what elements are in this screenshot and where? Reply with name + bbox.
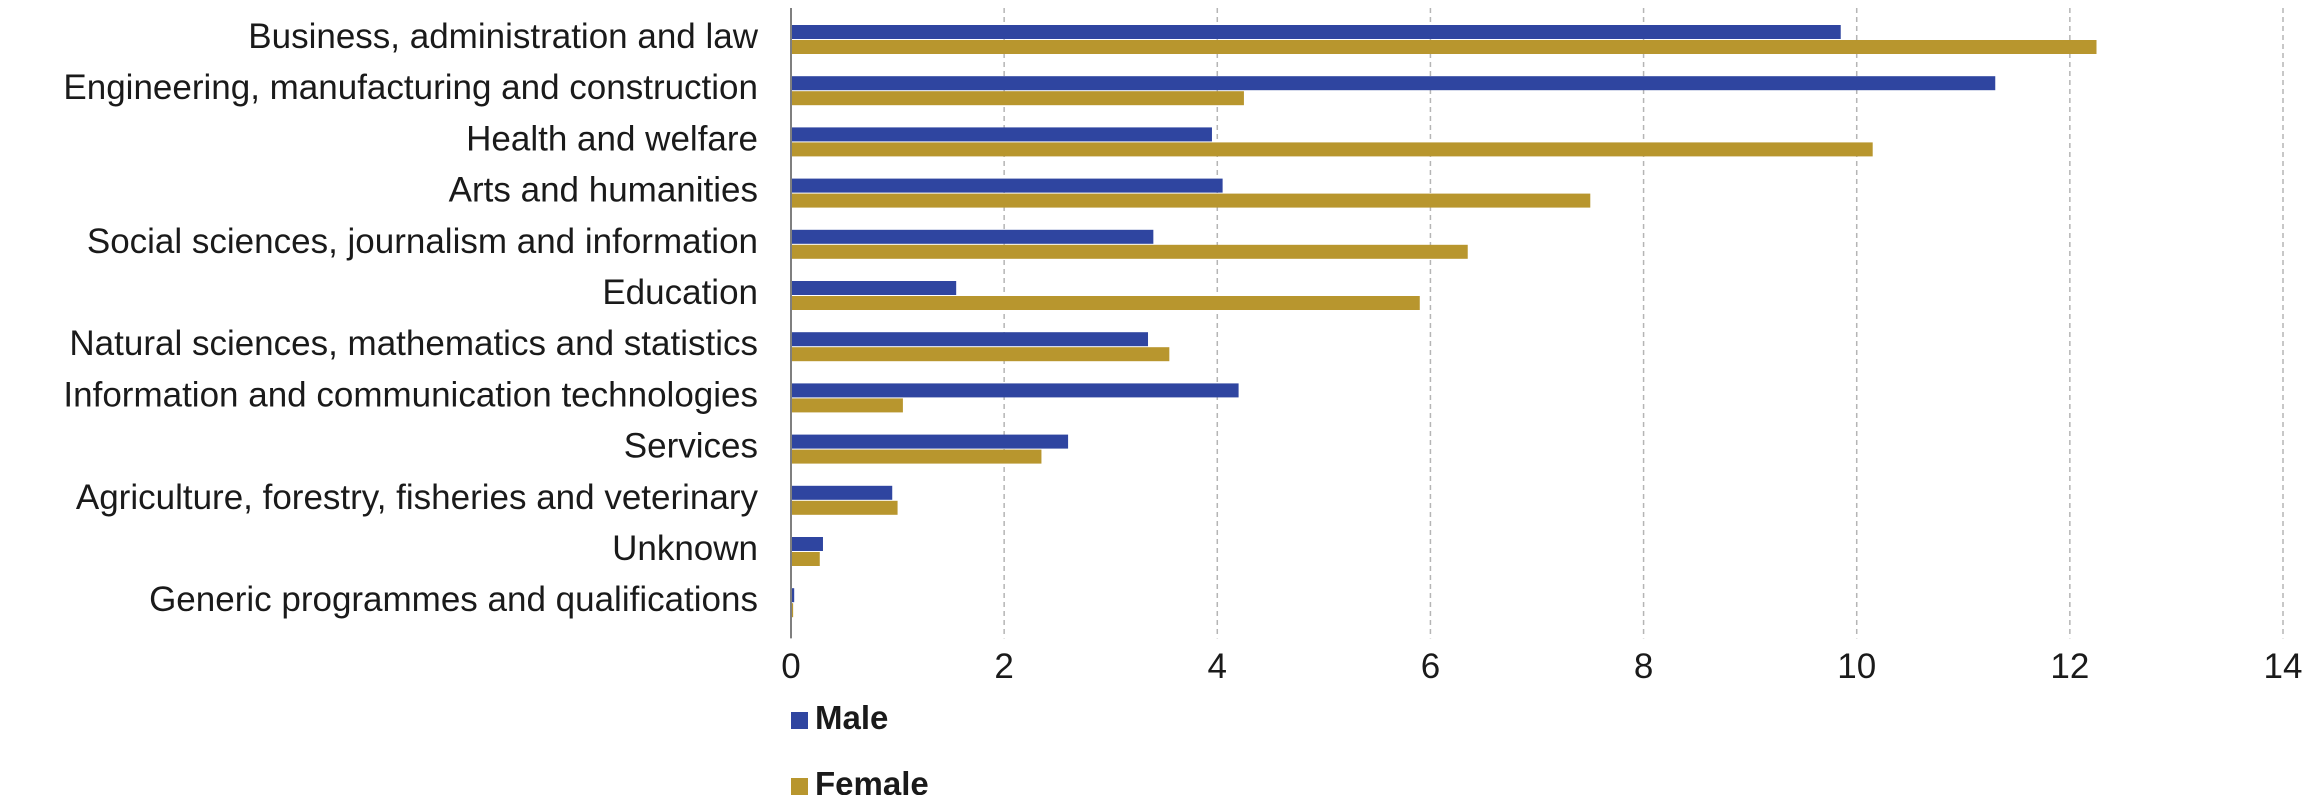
- bar-male: [791, 25, 1841, 39]
- category-label: Health and welfare: [466, 119, 758, 158]
- bar-female: [791, 500, 898, 515]
- bar-male: [791, 332, 1149, 347]
- category-label: Education: [602, 273, 758, 312]
- bar-male: [791, 178, 1223, 193]
- legend-swatch-male: [791, 712, 808, 729]
- bar-male: [791, 485, 893, 500]
- bar-female: [791, 398, 903, 413]
- x-axis-ticks: 0 2 4 6 8 10 12 14: [781, 647, 2302, 686]
- x-tick-label: 14: [2264, 647, 2303, 686]
- bar-male: [791, 127, 1212, 142]
- bar-male: [791, 383, 1239, 398]
- x-tick-label: 6: [1421, 647, 1440, 686]
- x-tick-label: 0: [781, 647, 800, 686]
- bar-female: [791, 142, 1873, 157]
- bar-male: [791, 229, 1154, 244]
- category-label: Generic programmes and qualifications: [149, 580, 758, 619]
- category-label: Services: [624, 427, 758, 466]
- bar-female: [791, 244, 1468, 259]
- bar-female: [791, 603, 794, 618]
- x-tick-label: 10: [1837, 647, 1876, 686]
- category-label: Unknown: [612, 529, 758, 568]
- bar-male: [791, 76, 1996, 91]
- legend-swatch-female: [791, 778, 808, 795]
- category-label: Information and communication technologi…: [63, 375, 758, 414]
- bars: [791, 25, 2097, 618]
- bar-female: [791, 552, 820, 566]
- gridlines: [1003, 8, 2284, 639]
- x-tick-label: 12: [2050, 647, 2089, 686]
- category-label: Business, administration and law: [248, 17, 758, 56]
- bar-female: [791, 91, 1244, 106]
- category-label: Arts and humanities: [449, 171, 758, 210]
- legend-label-female: Female: [815, 765, 929, 795]
- bar-female: [791, 193, 1591, 208]
- category-label: Natural sciences, mathematics and statis…: [69, 324, 758, 363]
- category-label: Engineering, manufacturing and construct…: [63, 68, 758, 107]
- bar-male: [791, 537, 823, 551]
- bar-female: [791, 296, 1420, 310]
- x-tick-label: 8: [1634, 647, 1653, 686]
- category-label: Agriculture, forestry, fisheries and vet…: [76, 478, 759, 517]
- bar-male: [791, 434, 1069, 449]
- category-labels: Business, administration and law Engineer…: [63, 17, 758, 619]
- legend-label-male: Male: [815, 699, 888, 736]
- bar-female: [791, 449, 1042, 464]
- bar-male: [791, 588, 795, 603]
- legend: Male Female: [791, 699, 929, 795]
- category-label: Social sciences, journalism and informat…: [87, 222, 758, 261]
- bar-female: [791, 40, 2097, 54]
- bar-female: [791, 347, 1170, 362]
- bar-male: [791, 281, 957, 295]
- x-tick-label: 4: [1208, 647, 1227, 686]
- x-tick-label: 2: [994, 647, 1013, 686]
